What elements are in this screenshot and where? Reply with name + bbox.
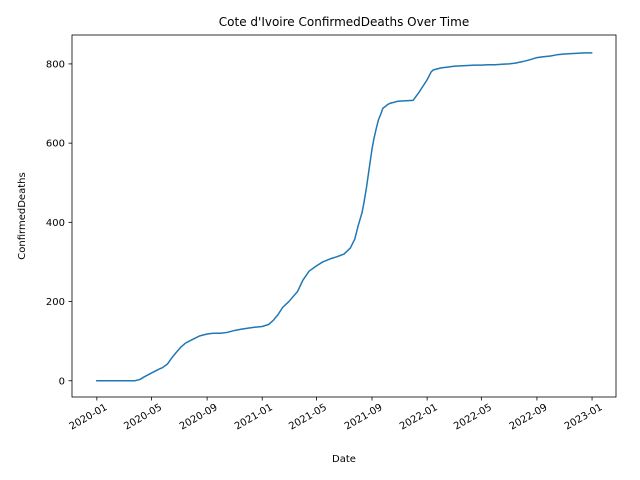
y-tick-label: 0 — [59, 376, 65, 387]
x-tick-label: 2023-01 — [563, 402, 605, 432]
plot-area — [71, 34, 617, 398]
x-tick-label: 2022-09 — [508, 402, 550, 432]
y-tick-label: 200 — [46, 297, 65, 308]
x-tick-label: 2022-05 — [452, 402, 494, 432]
x-axis: 2020-01 2020-05 2020-09 2021-01 2021-05 2021-… — [68, 397, 605, 432]
y-tick-label: 400 — [46, 218, 65, 229]
x-tick-label: 2021-09 — [343, 402, 385, 432]
x-axis-label: Date — [332, 454, 356, 465]
y-tick-label: 800 — [46, 59, 65, 70]
x-tick-label: 2021-01 — [233, 402, 275, 432]
x-tick-label: 2022-01 — [398, 402, 440, 432]
series-line — [96, 52, 593, 382]
plot-frame — [71, 34, 617, 398]
x-tick-label: 2020-05 — [122, 402, 164, 432]
chart-title: Cote d'Ivoire ConfirmedDeaths Over Time — [219, 15, 469, 29]
y-tick-label: 600 — [46, 139, 65, 150]
x-tick-label: 2020-01 — [68, 402, 110, 432]
y-axis-label: ConfirmedDeaths — [17, 172, 28, 259]
y-axis: 0 200 400 600 800 — [46, 59, 72, 387]
x-tick-label: 2021-05 — [287, 402, 329, 432]
x-tick-label: 2020-09 — [178, 402, 220, 432]
